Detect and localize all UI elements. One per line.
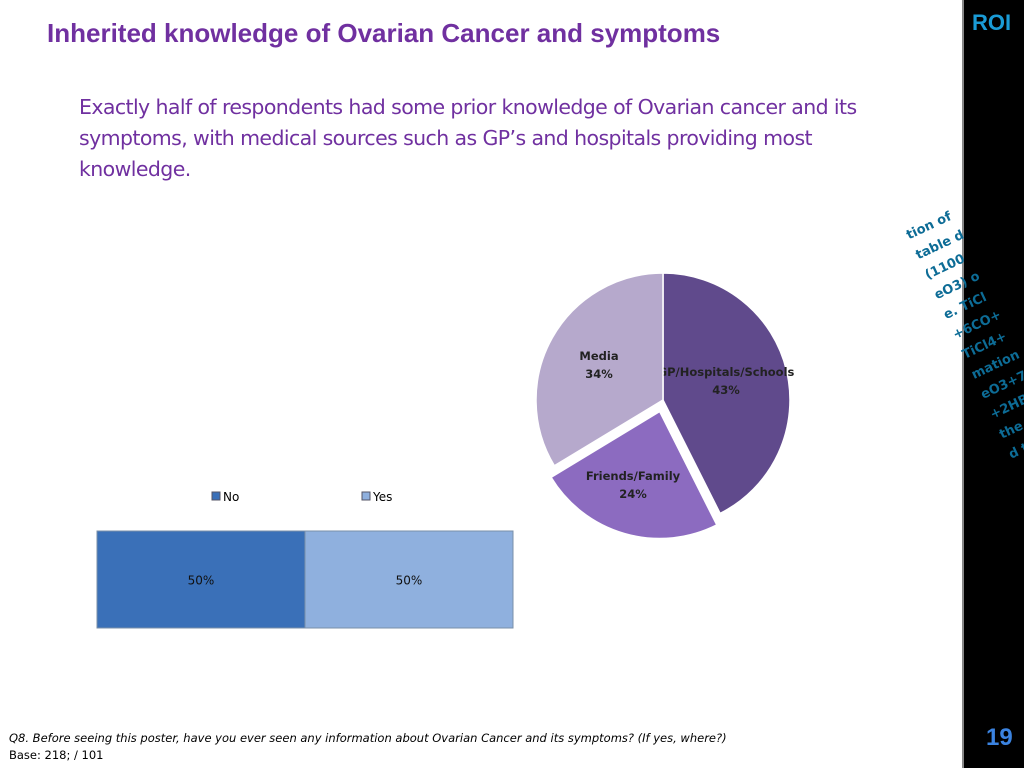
- sidebar: ROI tion of table d (1100 eO3) o e. TiCl +6CO…: [904, 0, 1024, 768]
- pie-slice-gp-hospitals-schools: [662, 272, 791, 515]
- legend-swatch-yes: [361, 491, 371, 501]
- bar-data-label: 50%: [188, 574, 215, 588]
- footer: Q8. Before seeing this poster, have you …: [9, 731, 727, 762]
- bar-segment-yes: [304, 530, 514, 629]
- bar-segment-no: [96, 530, 306, 629]
- pie-category-label: GP/Hospitals/Schools: [658, 365, 795, 379]
- roi-logo: ROI: [972, 10, 1012, 35]
- page-number: 19: [986, 724, 1013, 751]
- pie-slice-friends-family: [550, 410, 718, 540]
- intro-text: Exactly half of respondents had some pri…: [79, 95, 857, 181]
- pie-category-label: Media: [579, 349, 618, 363]
- legend-label: Yes: [372, 490, 392, 504]
- pie-data-label: 34%: [585, 367, 613, 381]
- pie-data-label: 24%: [619, 487, 647, 501]
- pie-chart: GP/Hospitals/Schools 43% Friends/Family 24%…: [535, 272, 795, 540]
- stacked-bar-chart: 50% No 50% Yes: [96, 490, 514, 629]
- page-title: Inherited knowledge of Ovarian Cancer an…: [47, 18, 721, 48]
- pie-category-label: Friends/Family: [586, 469, 681, 483]
- footer-question: Q8. Before seeing this poster, have you …: [9, 731, 727, 745]
- bar-data-label: 50%: [396, 574, 423, 588]
- charts: 50% No 50% Yes GP/Hospitals/Schools 43% Frien…: [96, 272, 795, 629]
- footer-base: Base: 218; / 101: [9, 748, 104, 762]
- pie-slice-media: [535, 272, 664, 467]
- legend-label: No: [223, 490, 239, 504]
- legend-swatch-no: [211, 491, 221, 501]
- pie-data-label: 43%: [712, 383, 740, 397]
